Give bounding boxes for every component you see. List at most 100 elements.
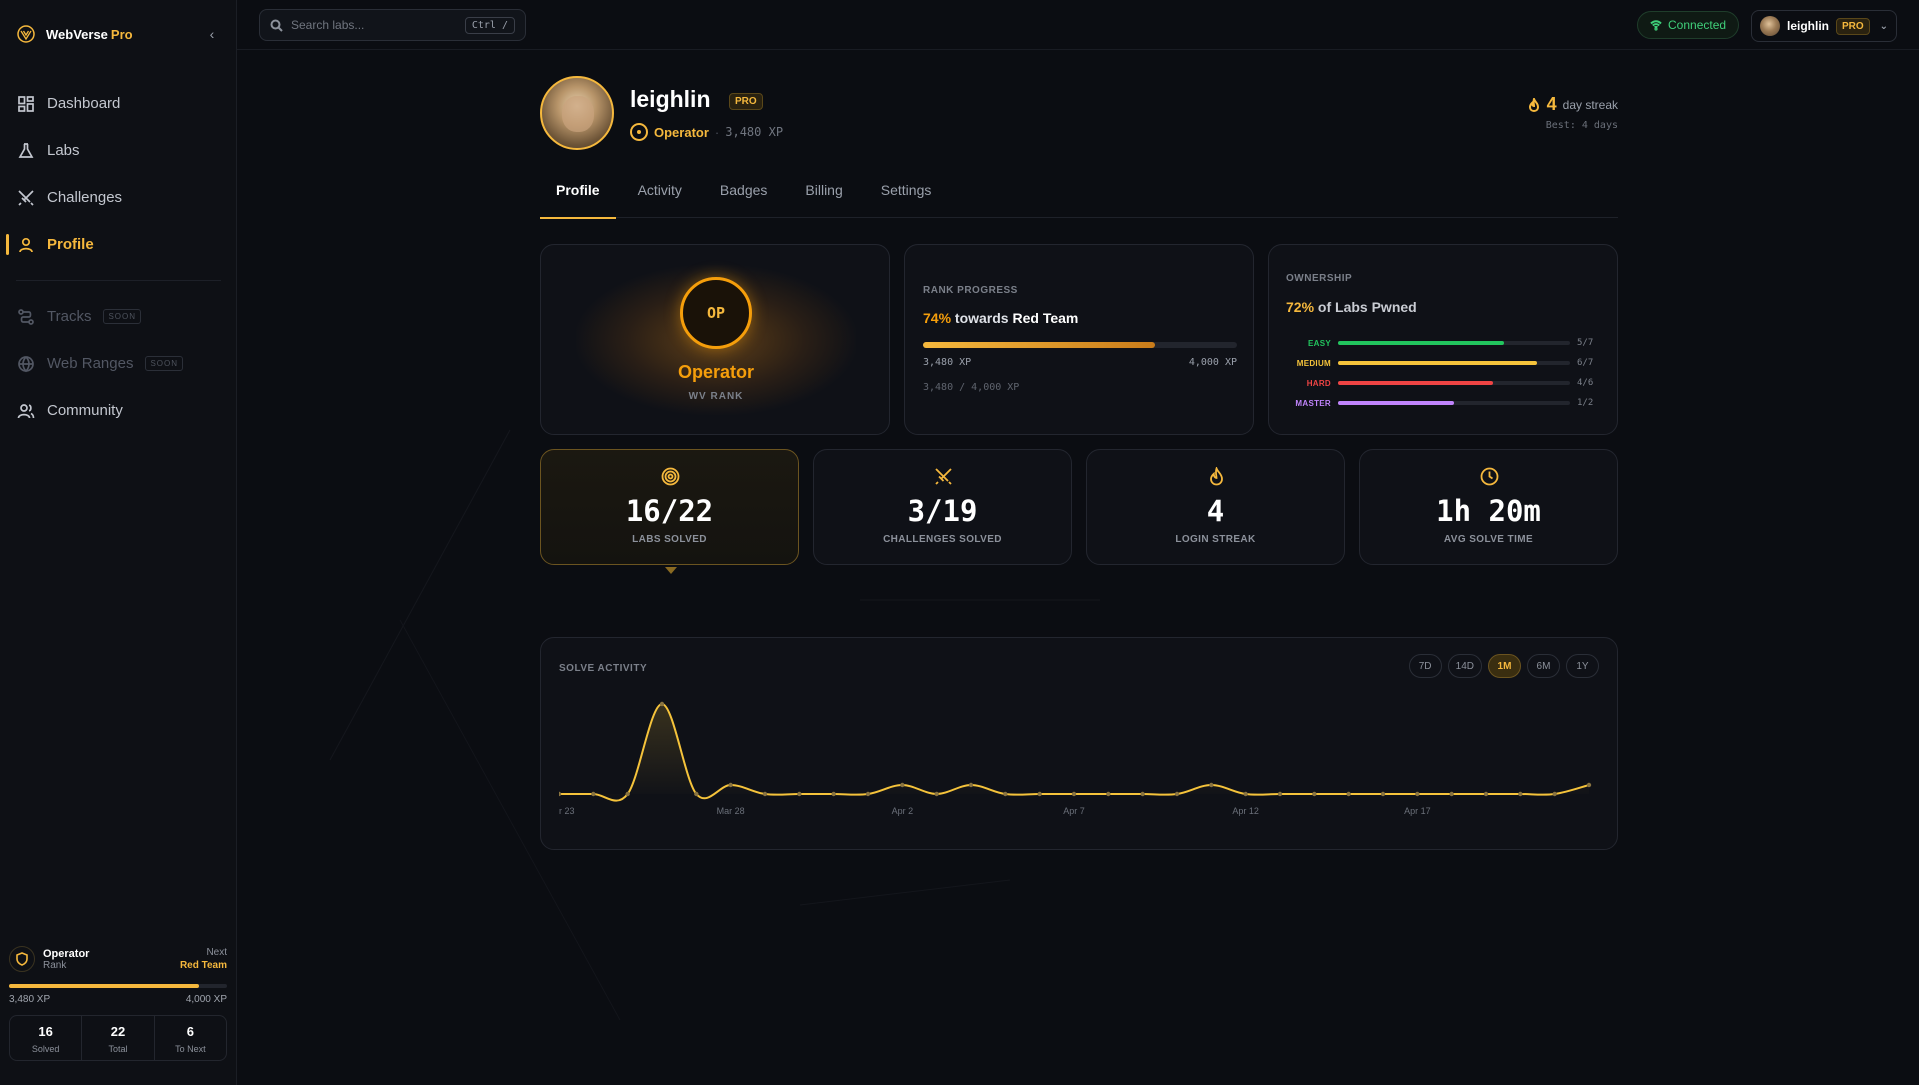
tab-settings[interactable]: Settings — [880, 182, 932, 198]
range-1m[interactable]: 1M — [1488, 654, 1521, 678]
profile-pro-badge: PRO — [729, 93, 763, 110]
data-point[interactable] — [1518, 791, 1523, 797]
data-point[interactable] — [559, 791, 562, 797]
data-point[interactable] — [831, 791, 836, 797]
data-point[interactable] — [968, 782, 974, 788]
range-selector: 7D 14D 1M 6M 1Y — [1408, 654, 1599, 678]
tab-badges[interactable]: Badges — [719, 182, 768, 198]
tab-activity[interactable]: Activity — [637, 182, 682, 198]
data-point[interactable] — [1174, 791, 1180, 797]
soon-badge: SOON — [145, 356, 184, 371]
sidebar-item-challenges[interactable]: Challenges — [0, 174, 237, 221]
data-point[interactable] — [1071, 791, 1077, 797]
x-tick-label: r 23 — [559, 806, 575, 816]
sidebar-item-tracks: Tracks SOON — [0, 293, 237, 340]
search-box[interactable]: Ctrl / — [259, 9, 526, 41]
dashboard-icon — [18, 95, 34, 112]
clock-icon — [1480, 467, 1499, 486]
flame-icon — [1210, 467, 1223, 486]
separator: · — [714, 124, 720, 140]
range-7d[interactable]: 7D — [1408, 654, 1442, 678]
sidebar-item-community[interactable]: Community — [0, 387, 237, 434]
data-point[interactable] — [1003, 791, 1008, 797]
data-point[interactable] — [900, 782, 905, 788]
connection-status[interactable]: Connected — [1637, 11, 1740, 39]
sidebar-divider — [16, 280, 221, 281]
brand[interactable]: WebVerse Pro — [16, 24, 133, 44]
rank-progress-card: RANK PROGRESS 74% towards Red Team 3,480… — [904, 244, 1254, 435]
data-point[interactable] — [1277, 791, 1283, 797]
difficulty-list: EASY 5/7 MEDIUM 6/7 HARD 4/6 MASTER 1/2 — [1286, 333, 1602, 413]
user-name: leighlin — [1787, 19, 1829, 33]
sidebar-item-label: Challenges — [47, 189, 123, 206]
data-point[interactable] — [1243, 791, 1248, 797]
difficulty-name: HARD — [1306, 378, 1331, 388]
stat-total: 22 Total — [82, 1016, 155, 1060]
data-point[interactable] — [625, 791, 630, 797]
tracks-icon — [18, 308, 34, 325]
data-point[interactable] — [1415, 791, 1420, 797]
collapse-sidebar-button[interactable]: ‹ — [209, 26, 215, 42]
data-point[interactable] — [591, 791, 596, 797]
data-point[interactable] — [1037, 791, 1042, 797]
user-menu-button[interactable]: leighlin PRO ⌄ — [1751, 10, 1897, 42]
ownership-card: OWNERSHIP 72% of Labs Pwned EASY 5/7 MEDIU… — [1268, 244, 1618, 435]
difficulty-bar-fill — [1338, 381, 1493, 385]
rank-progress-label: RANK PROGRESS — [923, 285, 1018, 296]
data-point[interactable] — [1449, 791, 1454, 797]
data-point[interactable] — [1483, 791, 1489, 797]
data-point[interactable] — [762, 791, 768, 797]
sidebar-item-dashboard[interactable]: Dashboard — [0, 80, 237, 127]
rank-progress-total: 3,480 / 4,000 XP — [923, 382, 1020, 393]
sidebar-item-profile[interactable]: Profile — [0, 221, 237, 268]
stat-card-avg-solve-time[interactable]: 1h 20m AVG SOLVE TIME — [1359, 449, 1618, 565]
tab-profile[interactable]: Profile — [540, 172, 616, 219]
stat-value: 3/19 — [907, 494, 978, 528]
difficulty-count: 6/7 — [1577, 358, 1594, 368]
sidebar-item-labs[interactable]: Labs — [0, 127, 237, 174]
swords-icon — [18, 189, 34, 206]
stat-card-challenges-solved[interactable]: 3/19 CHALLENGES SOLVED — [813, 449, 1072, 565]
data-point[interactable] — [797, 791, 802, 797]
data-point[interactable] — [1586, 782, 1592, 788]
xp-next: 4,000 XP — [185, 994, 227, 1005]
data-point[interactable] — [934, 791, 939, 797]
data-point[interactable] — [694, 791, 699, 797]
stat-value: 1h 20m — [1436, 494, 1541, 528]
swords-icon — [935, 468, 952, 485]
difficulty-name: EASY — [1308, 338, 1331, 348]
stat-card-labs-solved[interactable]: 16/22 LABS SOLVED — [540, 449, 799, 574]
data-point[interactable] — [1106, 791, 1111, 797]
data-point[interactable] — [659, 701, 665, 707]
range-6m[interactable]: 6M — [1527, 654, 1560, 678]
rank-hero-card: OP Operator WV RANK — [540, 244, 890, 435]
data-point[interactable] — [1312, 791, 1317, 797]
data-point[interactable] — [865, 791, 871, 797]
data-point[interactable] — [1209, 782, 1214, 788]
difficulty-bar — [1338, 341, 1570, 345]
data-point[interactable] — [1140, 791, 1145, 797]
stat-label: CHALLENGES SOLVED — [883, 534, 1002, 545]
data-point[interactable] — [1552, 791, 1557, 797]
search-icon — [270, 19, 283, 32]
tab-billing[interactable]: Billing — [805, 182, 843, 198]
difficulty-row-master: MASTER 1/2 — [1286, 393, 1602, 413]
series-line — [559, 702, 1590, 802]
rank-shield — [9, 946, 35, 972]
profile-rank-line: Operator · 3,480 XP — [630, 123, 783, 141]
data-point[interactable] — [1380, 791, 1386, 797]
range-1y[interactable]: 1Y — [1566, 654, 1599, 678]
data-point[interactable] — [1346, 791, 1351, 797]
sidebar-item-label: Community — [47, 402, 123, 419]
rank-hero-sub: WV RANK — [688, 391, 744, 402]
shield-icon — [16, 952, 28, 966]
profile-avatar[interactable] — [540, 76, 614, 150]
range-14d[interactable]: 14D — [1447, 654, 1482, 678]
next-rank: Next Red Team — [179, 947, 227, 971]
data-point[interactable] — [728, 782, 733, 788]
rank-progress-bar — [923, 342, 1237, 348]
stat-card-login-streak[interactable]: 4 LOGIN STREAK — [1086, 449, 1345, 565]
search-input[interactable] — [291, 18, 457, 32]
solve-activity-chart: r 23 Mar 28 Apr 2 Apr 7 Apr 12 Apr 17 — [559, 701, 1592, 816]
users-icon — [17, 403, 35, 418]
